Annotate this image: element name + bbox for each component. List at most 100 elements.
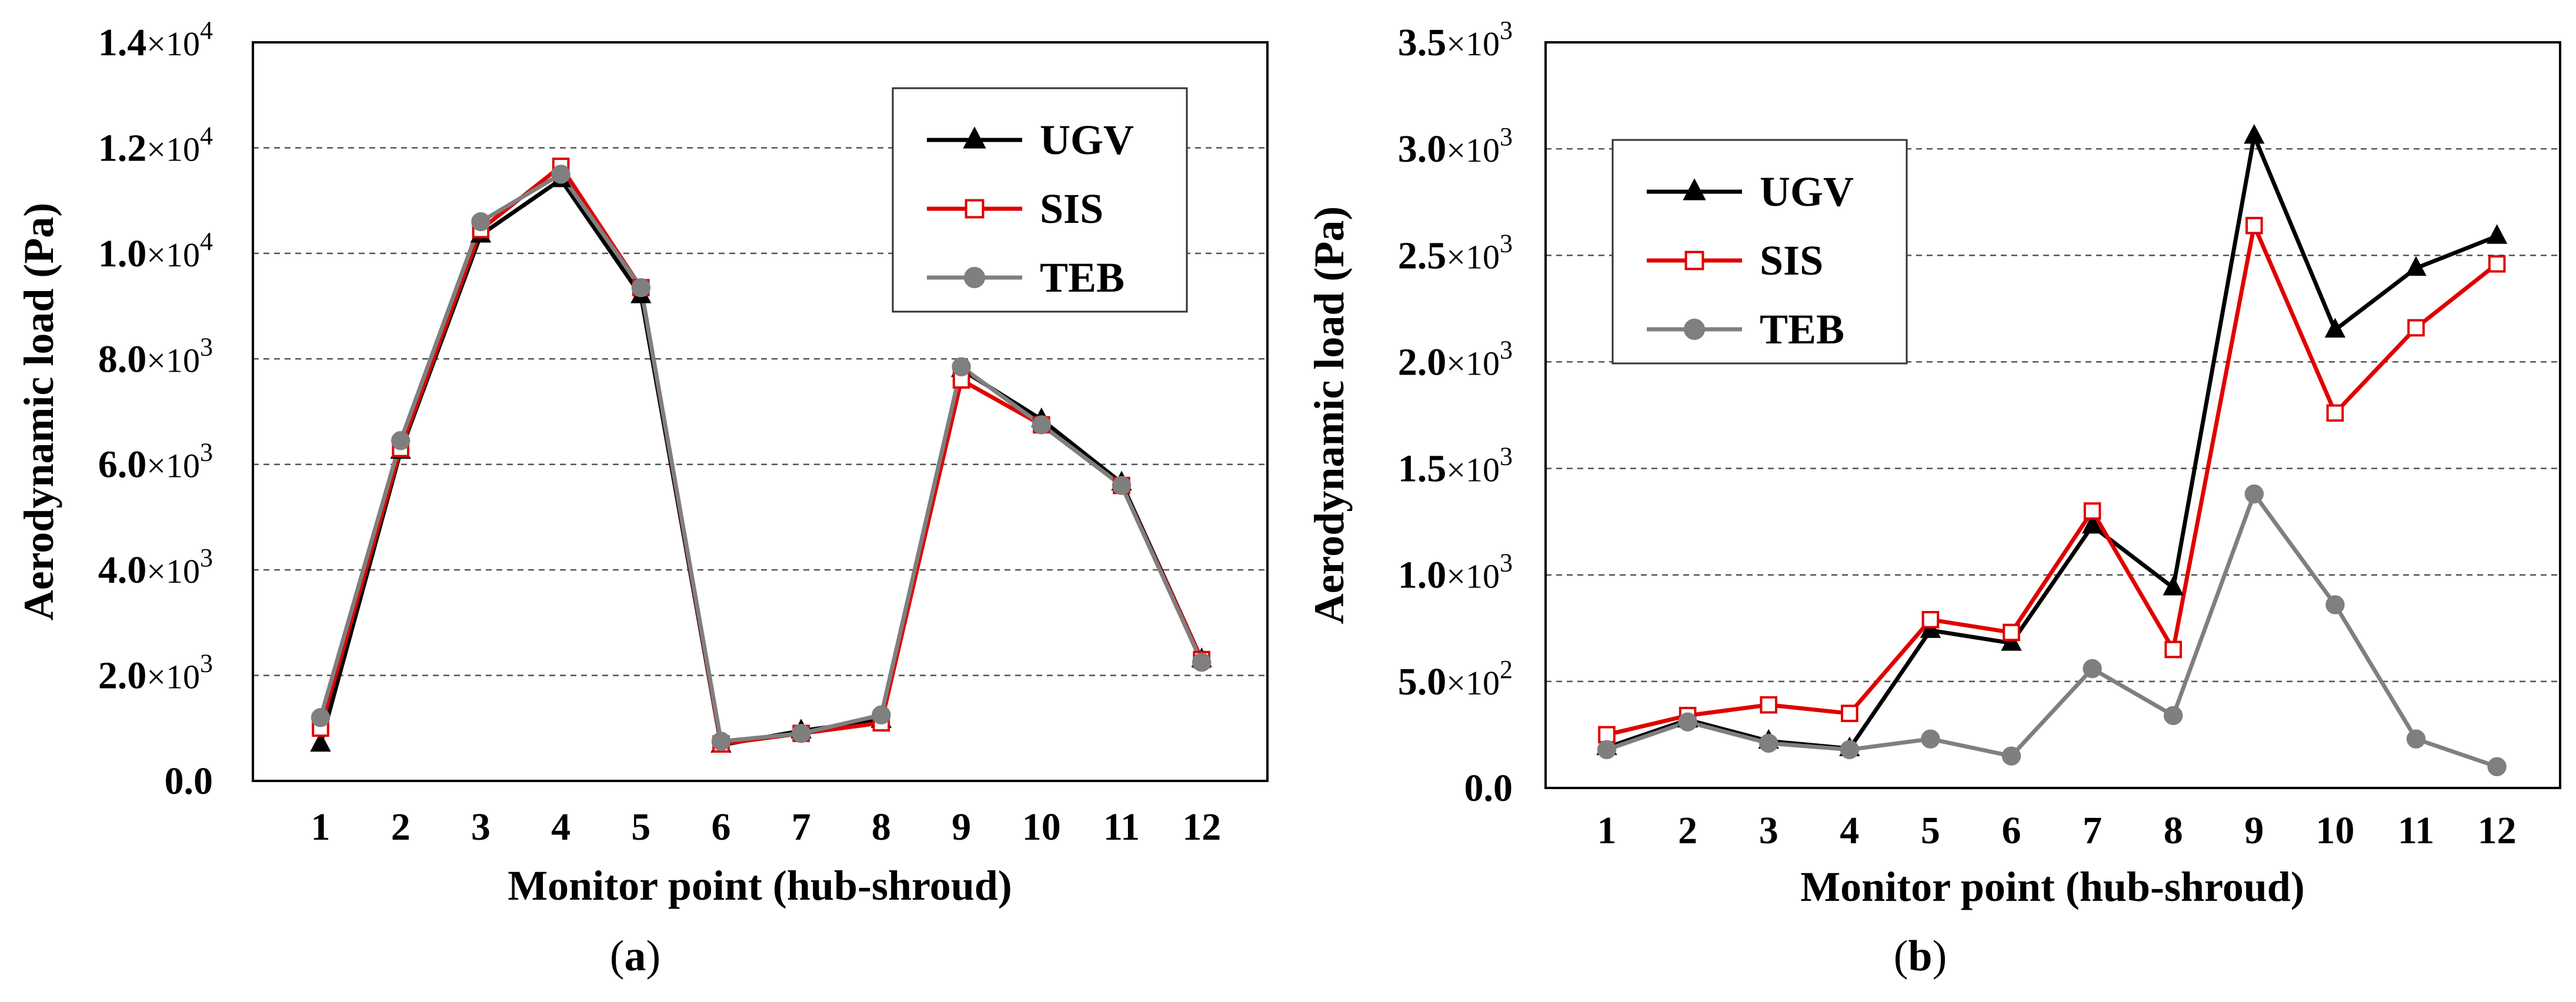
x-tick-label-a-11: 12 (1182, 806, 1221, 849)
x-axis-label-a: Monitor point (hub-shroud) (508, 862, 1012, 909)
x-tick-label-b-3: 4 (1840, 809, 1859, 852)
legend-box-b (1611, 139, 1908, 365)
x-tick-label-b-5: 6 (2002, 809, 2021, 852)
legend-label-a-ugv: UGV (1040, 116, 1134, 163)
panel-label-a-letter: a (625, 932, 646, 980)
x-tick-label-b-10: 11 (2398, 809, 2434, 852)
data-point-a-teb-8 (872, 705, 891, 725)
data-point-b-sis-8 (2164, 640, 2182, 659)
x-tick-label-a-2: 3 (471, 806, 490, 849)
data-point-a-teb-7 (792, 724, 811, 743)
plot-frame-b (1544, 41, 2561, 789)
data-point-b-sis-3 (1760, 696, 1777, 714)
legend-label-b-ugv: UGV (1760, 168, 1854, 215)
y-axis-label-b: Aerodynamic load (Pa) (1306, 206, 1353, 624)
legend-marker-b-sis (1684, 250, 1704, 270)
x-tick-label-b-6: 7 (2083, 809, 2102, 852)
data-point-b-teb-7 (2083, 659, 2102, 679)
y-tick-label-a-6: 1.2×104 (98, 121, 213, 169)
y-tick-label-a-2: 4.0×103 (98, 543, 213, 592)
legend-marker-a-sis (965, 199, 985, 219)
chart-panel-b: 0.0 5.0×102 1.0×103 1.5×103 2.0×103 2.5×103 3.… (1306, 16, 2561, 980)
data-point-a-teb-6 (711, 732, 731, 751)
series-layer-a (310, 158, 1212, 753)
x-tick-label-b-2: 3 (1759, 809, 1778, 852)
legend-label-b-sis: SIS (1760, 237, 1823, 284)
x-axis-label-b: Monitor point (hub-shroud) (1800, 863, 2305, 910)
data-point-b-ugv-11 (2405, 256, 2427, 276)
x-tick-label-a-3: 4 (551, 806, 570, 849)
plot-frame-a (252, 41, 1269, 782)
data-point-a-teb-11 (1112, 476, 1132, 495)
data-point-b-ugv-5 (1920, 618, 1941, 638)
legend-marker-b-ugv (1683, 178, 1706, 201)
data-point-b-teb-9 (2244, 484, 2264, 504)
chart-panel-a: 0.0 2.0×103 4.0×103 6.0×103 8.0×103 1.0×104 1.… (15, 16, 1269, 980)
data-point-b-sis-12 (2488, 255, 2506, 273)
x-tick-label-a-6: 7 (792, 806, 811, 849)
data-point-a-ugv-1 (310, 732, 331, 752)
legend-marker-a-teb (963, 266, 986, 289)
x-tick-label-a-0: 1 (311, 806, 331, 849)
legend-box-a (892, 87, 1188, 313)
panel-label-a-open: ( (610, 932, 625, 980)
data-point-b-ugv-10 (2324, 318, 2346, 338)
y-tick-label-b-4: 2.0×103 (1398, 335, 1513, 383)
y-tick-label-b-3: 1.5×103 (1398, 442, 1513, 490)
x-tick-label-b-4: 5 (1921, 809, 1940, 852)
panel-label-b-letter: b (1908, 932, 1932, 980)
y-tick-label-b-6: 3.0×103 (1398, 122, 1513, 171)
panel-label-a-close: ) (646, 932, 661, 980)
legend-a: UGV SIS TEB (892, 87, 1188, 313)
x-tick-label-b-1: 2 (1678, 809, 1697, 852)
y-tick-label-a-4: 8.0×103 (98, 332, 213, 380)
data-point-b-sis-9 (2245, 216, 2263, 235)
legend-marker-b-teb (1683, 318, 1706, 340)
x-tick-labels-a: 1 2 3 4 5 6 7 8 9 10 11 12 (311, 806, 1222, 849)
data-point-b-teb-4 (1840, 740, 1860, 759)
x-tick-label-b-9: 10 (2315, 809, 2354, 852)
data-point-a-teb-12 (1192, 652, 1212, 672)
y-tick-label-a-0: 0.0 (165, 760, 213, 803)
data-point-b-sis-7 (2083, 502, 2101, 520)
data-point-b-teb-10 (2325, 595, 2345, 614)
legend-marker-a-ugv (963, 126, 986, 149)
y-tick-label-a-3: 6.0×103 (98, 438, 213, 486)
series-line-b-ugv (1606, 133, 2498, 751)
data-point-b-ugv-12 (2486, 224, 2508, 244)
data-point-b-sis-11 (2407, 319, 2425, 337)
y-tick-label-b-2: 1.0×103 (1398, 549, 1513, 597)
series-line-a-teb (318, 172, 1204, 744)
x-tick-label-b-8: 9 (2244, 809, 2264, 852)
series-line-b-sis (1606, 223, 2498, 737)
x-tick-label-a-8: 9 (952, 806, 971, 849)
data-point-b-sis-4 (1841, 704, 1858, 723)
y-tick-label-b-7: 3.5×103 (1398, 16, 1513, 64)
data-point-b-sis-1 (1598, 726, 1616, 744)
x-tick-label-a-9: 10 (1022, 806, 1061, 849)
data-point-b-teb-6 (2001, 746, 2021, 766)
x-tick-label-a-5: 6 (712, 806, 731, 849)
data-point-b-teb-11 (2406, 729, 2426, 749)
x-tick-label-a-4: 5 (631, 806, 650, 849)
data-point-a-teb-9 (952, 357, 971, 376)
data-point-b-sis-6 (2003, 623, 2020, 642)
legend-label-b-teb: TEB (1760, 306, 1844, 353)
x-tick-label-a-10: 11 (1103, 806, 1140, 849)
data-point-b-ugv-7 (2081, 513, 2103, 534)
series-line-b-teb (1606, 492, 2498, 769)
data-point-b-sis-5 (1921, 610, 1940, 629)
x-tick-label-b-7: 8 (2164, 809, 2183, 852)
data-point-b-sis-10 (2326, 404, 2344, 422)
data-point-b-ugv-6 (2001, 631, 2022, 651)
x-tick-label-b-11: 12 (2478, 809, 2517, 852)
data-point-b-teb-12 (2487, 757, 2507, 776)
data-point-a-teb-1 (311, 708, 331, 727)
series-layer-b (1596, 123, 2508, 776)
x-tick-label-b-0: 1 (1597, 809, 1617, 852)
data-point-b-ugv-8 (2163, 575, 2184, 596)
legend-b: UGV SIS TEB (1611, 139, 1908, 365)
data-point-b-teb-2 (1678, 712, 1697, 732)
y-tick-labels-a: 0.0 2.0×103 4.0×103 6.0×103 8.0×103 1.0×104 1.… (98, 16, 213, 803)
